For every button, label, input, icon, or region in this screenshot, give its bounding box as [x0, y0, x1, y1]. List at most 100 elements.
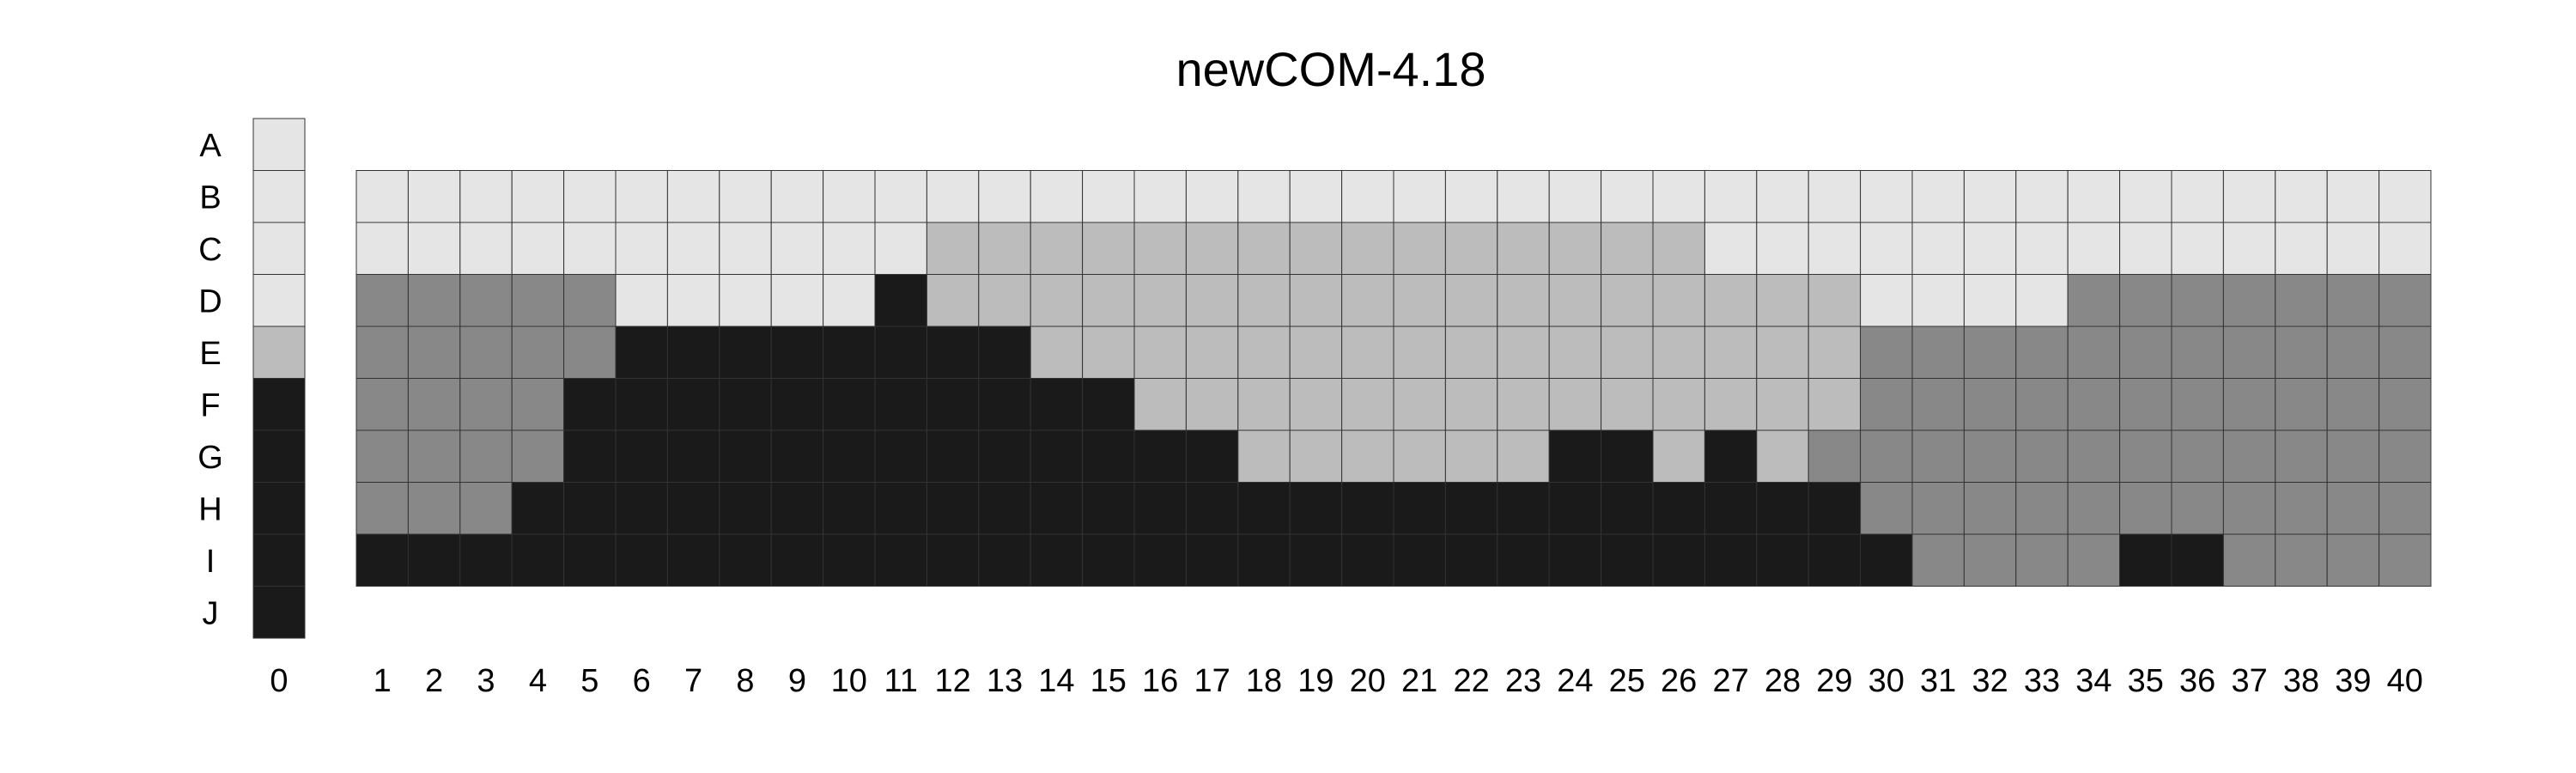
cell-F-10	[823, 378, 876, 431]
ref-cell-C	[252, 222, 306, 275]
cell-G-1	[355, 429, 409, 483]
row-label-H: H	[198, 491, 222, 527]
cell-B-1	[355, 170, 409, 223]
cell-B-19	[1289, 170, 1343, 223]
cell-F-7	[666, 378, 720, 431]
cell-E-10	[823, 326, 876, 379]
cell-C-7	[666, 222, 720, 275]
column-label-5: 5	[580, 663, 598, 699]
cell-H-7	[666, 482, 720, 535]
cell-H-1	[355, 482, 409, 535]
cell-B-27	[1704, 170, 1758, 223]
cell-H-37	[2222, 482, 2276, 535]
cell-G-30	[1860, 429, 1913, 483]
cell-G-37	[2222, 429, 2276, 483]
cell-E-5	[563, 326, 617, 379]
cell-E-13	[978, 326, 1031, 379]
cell-H-15	[1082, 482, 1135, 535]
cell-E-23	[1497, 326, 1550, 379]
cell-I-36	[2171, 533, 2224, 587]
cell-F-19	[1289, 378, 1343, 431]
column-label-23: 23	[1505, 663, 1541, 699]
cell-H-19	[1289, 482, 1343, 535]
heatmap-grid	[355, 170, 2432, 587]
cell-H-31	[1911, 482, 1965, 535]
cell-H-20	[1341, 482, 1394, 535]
cell-B-24	[1548, 170, 1602, 223]
cell-E-1	[355, 326, 409, 379]
cell-F-6	[615, 378, 668, 431]
cell-I-20	[1341, 533, 1394, 587]
cell-H-30	[1860, 482, 1913, 535]
cell-D-6	[615, 274, 668, 327]
cell-C-23	[1497, 222, 1550, 275]
column-label-17: 17	[1194, 663, 1230, 699]
cell-C-38	[2275, 222, 2328, 275]
cell-E-8	[719, 326, 772, 379]
column-label-12: 12	[934, 663, 970, 699]
cell-F-11	[874, 378, 927, 431]
cell-I-4	[511, 533, 565, 587]
cell-I-6	[615, 533, 668, 587]
cell-D-39	[2326, 274, 2380, 327]
cell-B-5	[563, 170, 617, 223]
cell-C-36	[2171, 222, 2224, 275]
cell-D-19	[1289, 274, 1343, 327]
cell-C-10	[823, 222, 876, 275]
cell-E-27	[1704, 326, 1758, 379]
ref-cell-D	[252, 274, 306, 327]
cell-I-37	[2222, 533, 2276, 587]
cell-D-27	[1704, 274, 1758, 327]
cell-C-20	[1341, 222, 1394, 275]
cell-I-1	[355, 533, 409, 587]
cell-G-13	[978, 429, 1031, 483]
cell-H-6	[615, 482, 668, 535]
cell-G-24	[1548, 429, 1602, 483]
cell-D-23	[1497, 274, 1550, 327]
row-label-E: E	[199, 336, 221, 372]
cell-I-17	[1185, 533, 1239, 587]
cell-B-10	[823, 170, 876, 223]
cell-I-22	[1444, 533, 1498, 587]
cell-G-25	[1601, 429, 1654, 483]
cell-H-28	[1756, 482, 1809, 535]
cell-I-12	[926, 533, 980, 587]
cell-D-31	[1911, 274, 1965, 327]
cell-E-28	[1756, 326, 1809, 379]
column-label-6: 6	[633, 663, 651, 699]
cell-C-16	[1133, 222, 1187, 275]
cell-D-30	[1860, 274, 1913, 327]
cell-H-16	[1133, 482, 1187, 535]
ref-cell-H	[252, 482, 306, 535]
column-label-26: 26	[1661, 663, 1697, 699]
cell-G-32	[1963, 429, 2017, 483]
column-label-29: 29	[1816, 663, 1852, 699]
cell-C-39	[2326, 222, 2380, 275]
cell-H-22	[1444, 482, 1498, 535]
column-label-37: 37	[2231, 663, 2267, 699]
cell-G-33	[2015, 429, 2069, 483]
cell-I-33	[2015, 533, 2069, 587]
column-label-11: 11	[884, 663, 917, 699]
cell-G-14	[1030, 429, 1084, 483]
cell-D-18	[1237, 274, 1291, 327]
cell-F-13	[978, 378, 1031, 431]
cell-E-15	[1082, 326, 1135, 379]
cell-E-40	[2379, 326, 2432, 379]
cell-D-10	[823, 274, 876, 327]
cell-D-33	[2015, 274, 2069, 327]
cell-E-22	[1444, 326, 1498, 379]
cell-B-18	[1237, 170, 1291, 223]
cell-G-26	[1652, 429, 1705, 483]
cell-G-17	[1185, 429, 1239, 483]
reference-column	[252, 118, 306, 639]
cell-I-16	[1133, 533, 1187, 587]
cell-D-32	[1963, 274, 2017, 327]
column-label-39: 39	[2335, 663, 2371, 699]
cell-I-14	[1030, 533, 1084, 587]
cell-B-4	[511, 170, 565, 223]
cell-D-1	[355, 274, 409, 327]
cell-F-5	[563, 378, 617, 431]
cell-G-2	[407, 429, 461, 483]
